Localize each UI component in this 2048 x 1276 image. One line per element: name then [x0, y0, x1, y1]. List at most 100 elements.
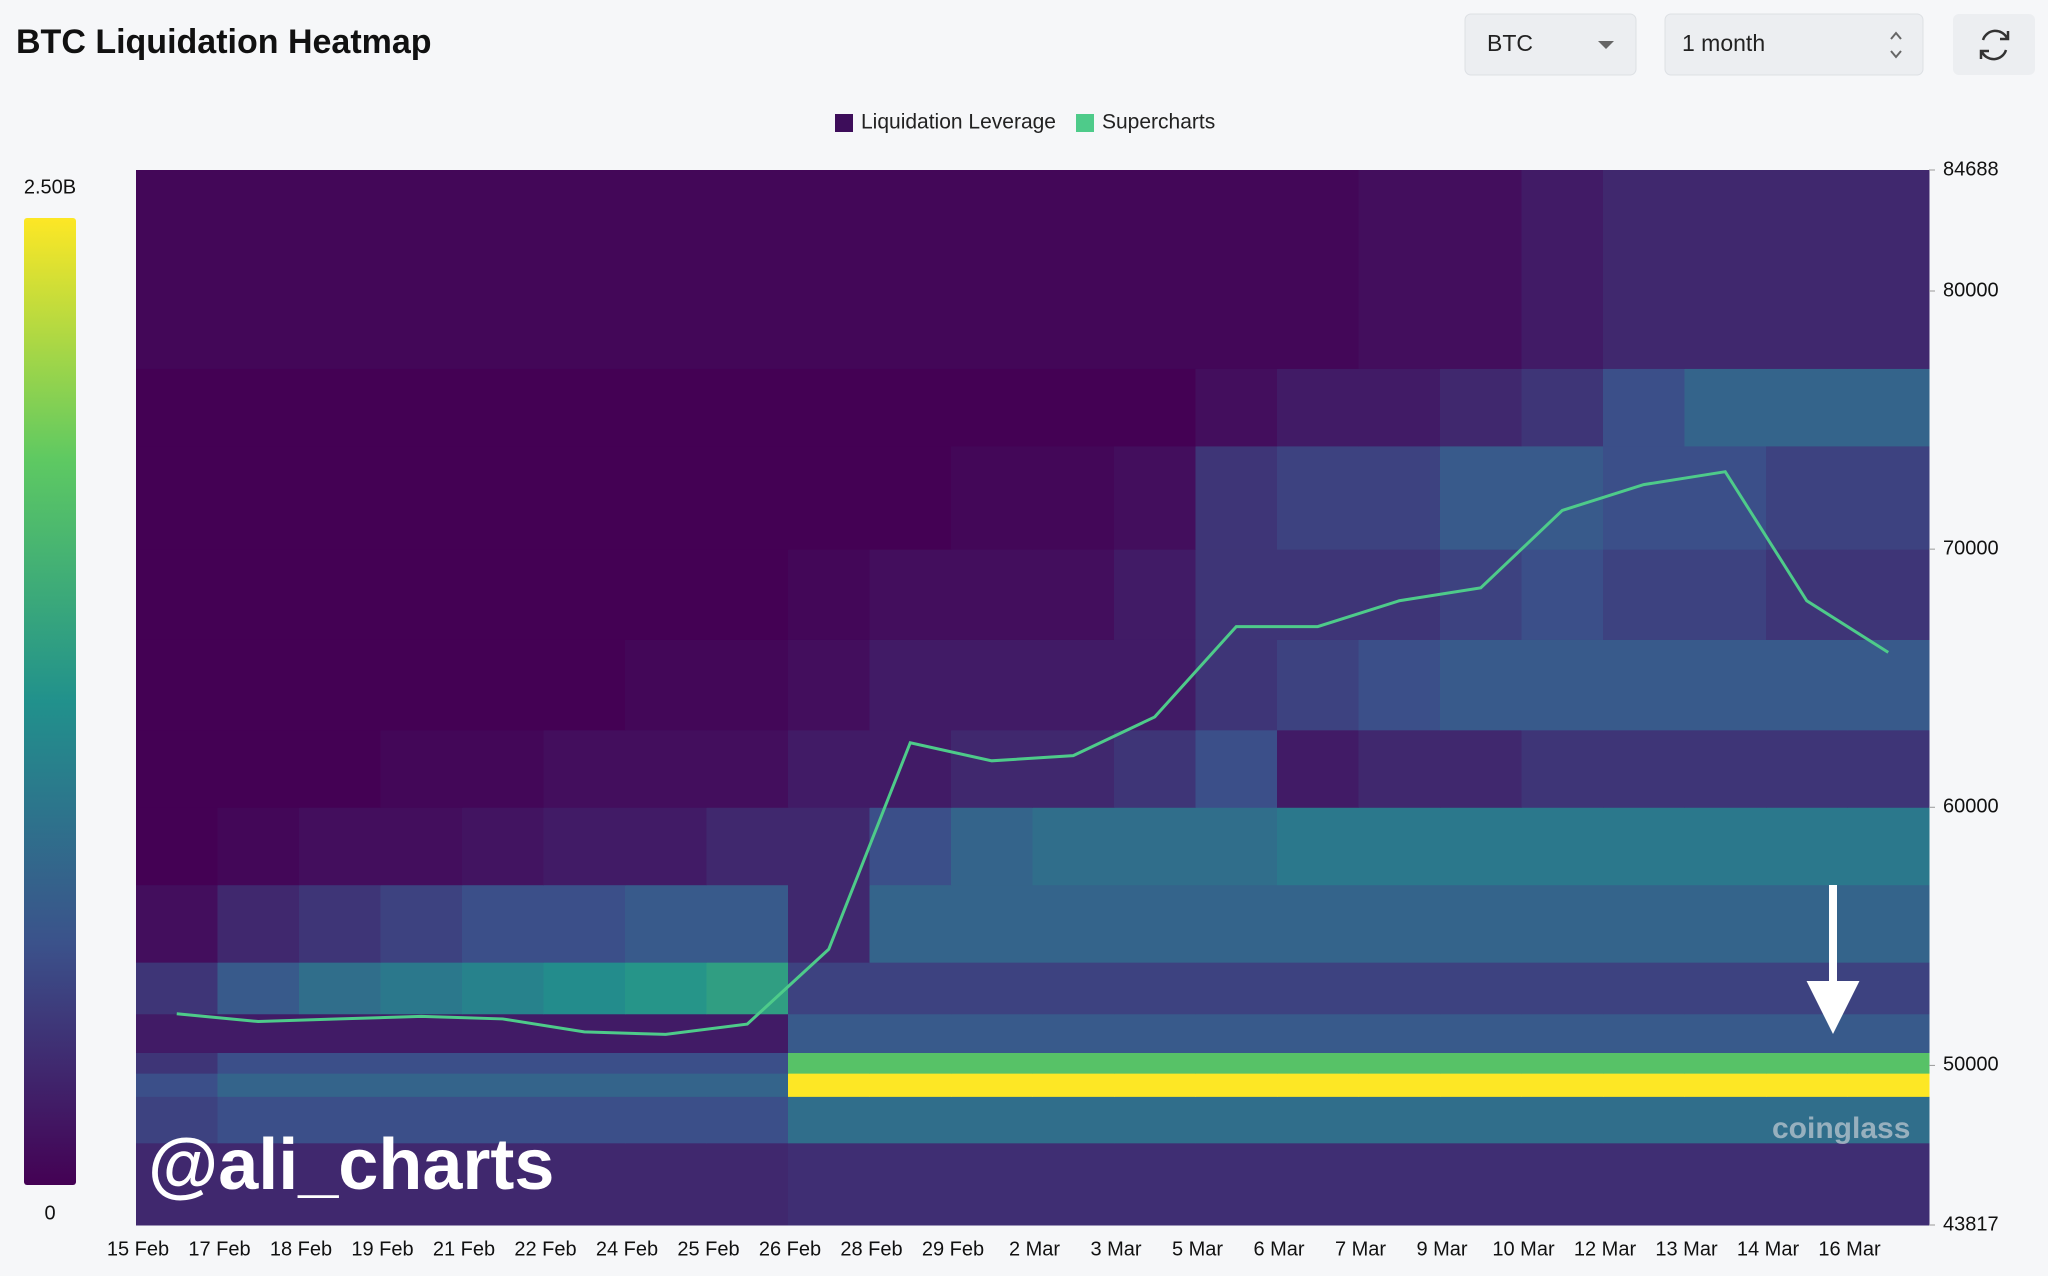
select-box[interactable] — [1664, 13, 1924, 76]
heat-cell — [1766, 549, 1848, 640]
heat-cell — [136, 368, 218, 447]
heat-cell — [869, 962, 952, 1015]
heat-cell — [299, 962, 381, 1015]
symbol-select[interactable]: BTC — [1464, 13, 1637, 76]
heat-cell — [951, 445, 1033, 550]
heat-cell — [1440, 1142, 1522, 1226]
button-box[interactable] — [1953, 14, 2035, 75]
heat-cell — [217, 445, 300, 550]
heat-cell — [462, 1052, 544, 1074]
heat-cell — [1440, 639, 1522, 731]
select-box[interactable] — [1464, 13, 1637, 76]
x-tick-label: 19 Feb — [351, 1238, 413, 1260]
heat-cell — [1521, 884, 1604, 963]
heat-cell — [1114, 962, 1196, 1015]
heat-cell — [1277, 1052, 1359, 1074]
legend: Liquidation Leverage Supercharts — [835, 111, 1215, 134]
heat-cell — [136, 1052, 218, 1074]
heat-cell — [788, 170, 870, 369]
heat-cell — [543, 1096, 626, 1144]
heat-cell — [1114, 1073, 1196, 1097]
heat-cell — [788, 549, 870, 640]
heat-cell — [1195, 639, 1278, 731]
heat-cell — [1684, 807, 1767, 886]
heat-cell — [1603, 1142, 1685, 1226]
heat-cell — [788, 1052, 870, 1074]
heat-cell — [1277, 729, 1359, 808]
heat-cell — [1277, 368, 1359, 447]
heat-cell — [1684, 884, 1767, 963]
heat-cell — [1847, 639, 1930, 731]
heat-cell — [299, 445, 381, 550]
heat-cell — [462, 884, 544, 963]
heat-cell — [951, 1073, 1033, 1097]
range-select[interactable]: 1 month — [1664, 13, 1924, 76]
caret[interactable] — [1598, 41, 1614, 49]
heat-cell — [706, 1142, 789, 1226]
x-tick-label: 7 Mar — [1335, 1238, 1386, 1260]
heat-cell — [1847, 1142, 1930, 1226]
heat-cell — [136, 1096, 218, 1144]
heat-cell — [1358, 884, 1441, 963]
heat-cell — [1603, 729, 1685, 808]
y-tick-label: 50000 — [1943, 1054, 1999, 1076]
heat-cell — [1766, 445, 1848, 550]
x-tick-label: 15 Feb — [107, 1238, 169, 1260]
select-text[interactable]: BTC — [1487, 30, 1533, 56]
heat-cell — [1114, 368, 1196, 447]
heat-cell — [380, 368, 463, 447]
heat-cell — [1195, 549, 1278, 640]
heat-cell — [380, 1073, 463, 1097]
heat-cell — [1358, 1013, 1441, 1053]
x-tick-label: 28 Feb — [840, 1238, 902, 1260]
heat-cell — [951, 962, 1033, 1015]
heat-cell — [462, 170, 544, 369]
heat-cell — [380, 1096, 463, 1144]
heat-cell — [869, 884, 952, 963]
heat-cell — [706, 1052, 789, 1074]
x-tick-label: 12 Mar — [1574, 1238, 1637, 1260]
heat-cell — [706, 549, 789, 640]
heat-cell — [1521, 170, 1604, 369]
heat-cell — [1521, 1142, 1604, 1226]
heat-cell — [625, 962, 707, 1015]
heat-cell — [1440, 1013, 1522, 1053]
heat-cell — [299, 1142, 381, 1226]
heat-cell — [625, 807, 707, 886]
heat-cell — [869, 1096, 952, 1144]
heat-cell — [951, 1013, 1033, 1053]
heat-cell — [706, 1013, 789, 1053]
arrow — [1806, 885, 1860, 1034]
heat-cell — [1766, 1142, 1848, 1226]
heat-cell — [788, 1096, 870, 1144]
heat-cell — [869, 1142, 952, 1226]
heat-cell — [788, 729, 870, 808]
heat-cell — [1195, 729, 1278, 808]
heat-cell — [299, 170, 381, 369]
refresh-icon[interactable] — [1979, 29, 2010, 61]
x-tick-label: 6 Mar — [1253, 1238, 1304, 1260]
heat-cell — [1684, 368, 1767, 447]
heat-cell — [462, 445, 544, 550]
heat-cell — [788, 639, 870, 731]
heat-cell — [625, 1073, 707, 1097]
heat-cell — [951, 1142, 1033, 1226]
stepper[interactable] — [1890, 31, 1902, 59]
heat-cell — [380, 639, 463, 731]
heat-cell — [1684, 639, 1767, 731]
heat-cell — [543, 1073, 626, 1097]
heat-cell — [869, 170, 952, 369]
refresh-button[interactable] — [1953, 14, 2035, 75]
title: BTC Liquidation Heatmap — [16, 23, 432, 61]
heat-cell — [869, 1013, 952, 1053]
heat-cell — [951, 884, 1033, 963]
heat-cell — [380, 1013, 463, 1053]
heat-cell — [1358, 549, 1441, 640]
heat-cell — [1603, 368, 1685, 447]
heat-cell — [625, 170, 707, 369]
select-text[interactable]: 1 month — [1682, 30, 1765, 56]
plot-area — [136, 170, 1930, 1226]
heat-cell — [136, 549, 218, 640]
heat-cell — [543, 1052, 626, 1074]
